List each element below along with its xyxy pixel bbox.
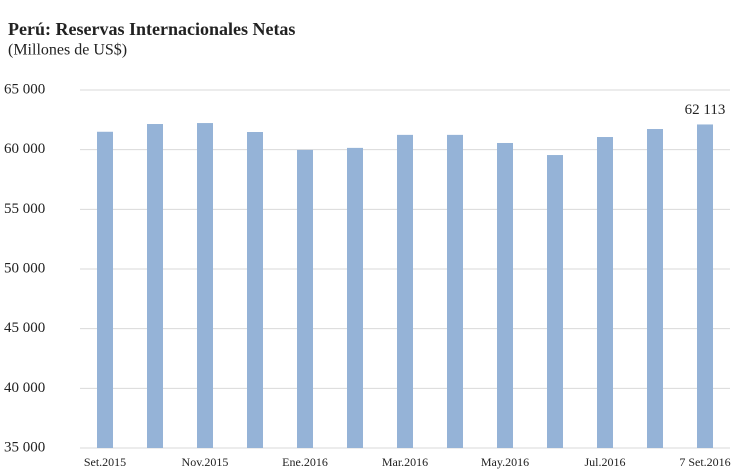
bar xyxy=(497,142,513,448)
x-tick-label: Jul.2016 xyxy=(584,455,625,469)
bar xyxy=(297,149,313,448)
bar xyxy=(97,131,113,448)
bar xyxy=(397,134,413,449)
y-tick-label: 55 000 xyxy=(4,201,45,217)
y-tick-label: 50 000 xyxy=(4,260,45,276)
x-tick-label: Nov.2015 xyxy=(182,455,229,469)
bar xyxy=(247,132,263,448)
y-tick-label: 35 000 xyxy=(4,439,45,455)
chart-subtitle: (Millones de US$) xyxy=(8,42,127,59)
bar xyxy=(647,129,663,448)
bar xyxy=(347,147,363,449)
bar xyxy=(197,123,213,449)
y-tick-label: 45 000 xyxy=(4,320,45,336)
x-tick-label: 7 Set.2016 xyxy=(679,455,730,469)
x-tick-label: Mar.2016 xyxy=(382,455,428,469)
y-tick-label: 60 000 xyxy=(4,141,45,157)
value-label: 62 113 xyxy=(685,102,726,118)
y-tick-label: 65 000 xyxy=(4,81,45,97)
bar xyxy=(547,155,563,448)
x-tick-label: Set.2015 xyxy=(84,455,126,469)
x-tick-label: May.2016 xyxy=(481,455,529,469)
y-tick-label: 40 000 xyxy=(4,380,45,396)
x-tick-label: Ene.2016 xyxy=(282,455,328,469)
bar xyxy=(147,124,163,448)
bar xyxy=(447,134,463,449)
bar xyxy=(697,124,713,448)
chart-title: Perú: Reservas Internacionales Netas xyxy=(8,19,295,39)
bar xyxy=(597,137,613,448)
